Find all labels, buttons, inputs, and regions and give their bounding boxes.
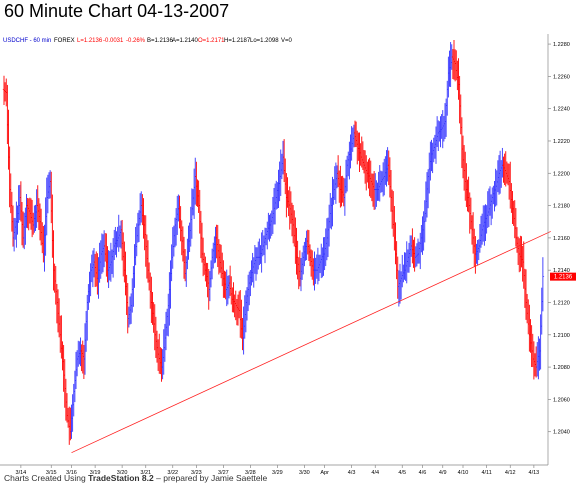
y-tick-label: 1.2120 (553, 300, 570, 306)
y-tick-label: 1.2100 (553, 333, 570, 339)
x-axis-ticks: 3/14 3/15 3/16 3/19 3/20 3/21 3/22 3/23 3/27 3/28… (16, 465, 540, 476)
y-tick-label: 1.2220 (553, 139, 570, 145)
x-tick-label: 3/15 (46, 470, 57, 476)
info-source: FOREX (54, 38, 75, 44)
info-last: L=1.2136 (77, 38, 103, 44)
x-tick-label: 3/27 (218, 470, 229, 476)
x-tick-label: 3/23 (191, 470, 202, 476)
x-tick-label: 3/16 (66, 470, 77, 476)
y-tick-label: 1.2260 (553, 74, 570, 80)
x-tick-label: 4/11 (481, 470, 491, 476)
info-bid: B=1.2136 (147, 38, 174, 44)
info-high: H=1.2187 (224, 38, 251, 44)
x-tick-label: 4/4 (371, 470, 379, 476)
y-tick-label: 1.2180 (553, 204, 570, 210)
y-tick-label: 1.2040 (553, 430, 570, 436)
x-tick-label: 4/6 (419, 470, 427, 476)
x-tick-label: 4/9 (439, 470, 447, 476)
y-tick-label: 1.2160 (553, 236, 570, 242)
trendline (71, 231, 551, 454)
x-tick-label: 4/3 (348, 470, 356, 476)
price-chart: USDCHF - 60 min FOREX L=1.2136 -0.0031 -… (0, 34, 578, 477)
x-tick-label: 4/12 (505, 470, 516, 476)
info-symbol: USDCHF - 60 min (3, 38, 51, 44)
price-bars (2, 40, 545, 445)
x-tick-label: 3/19 (90, 470, 101, 476)
x-tick-label: Apr (320, 470, 329, 476)
x-tick-label: 3/21 (140, 470, 151, 476)
x-tick-label: 4/5 (398, 470, 406, 476)
info-change-pct: -0.26% (126, 38, 146, 44)
info-volume: V=0 (281, 38, 293, 44)
last-price-box: 1.2136 (550, 272, 576, 281)
y-axis-ticks: 1.20401.20601.20801.21001.21201.21401.21… (548, 42, 570, 436)
footer-suffix: – prepared by Jamie Saettele (153, 473, 268, 483)
last-price-label: 1.2136 (554, 275, 573, 281)
ohlc-bar (541, 257, 545, 312)
x-tick-label: 4/10 (458, 470, 469, 476)
y-tick-label: 1.2060 (553, 397, 570, 403)
chart-svg: USDCHF - 60 min FOREX L=1.2136 -0.0031 -… (0, 34, 576, 476)
footer-software: TradeStation 8.2 (88, 473, 154, 483)
y-tick-label: 1.2140 (553, 268, 570, 274)
footer-prefix: Charts Created Using (4, 473, 89, 483)
x-tick-label: 3/20 (117, 470, 128, 476)
info-low: Lo=1.2098 (250, 38, 279, 44)
x-tick-label: 3/22 (167, 470, 178, 476)
x-tick-label: 3/29 (272, 470, 283, 476)
y-tick-label: 1.2200 (553, 171, 570, 177)
info-ask: A=1.2140 (172, 38, 199, 44)
page-title: 60 Minute Chart 04-13-2007 (4, 1, 230, 21)
x-tick-label: 4/13 (529, 470, 540, 476)
footer-credit: Charts Created Using TradeStation 8.2 – … (4, 473, 267, 483)
x-tick-label: 3/28 (245, 470, 256, 476)
info-change: -0.0031 (103, 38, 124, 44)
x-tick-label: 3/30 (299, 470, 310, 476)
y-tick-label: 1.2080 (553, 365, 570, 371)
y-tick-label: 1.2280 (553, 42, 570, 48)
info-open: O=1.2171 (198, 38, 225, 44)
y-tick-label: 1.2240 (553, 107, 570, 113)
x-tick-label: 3/14 (16, 470, 27, 476)
